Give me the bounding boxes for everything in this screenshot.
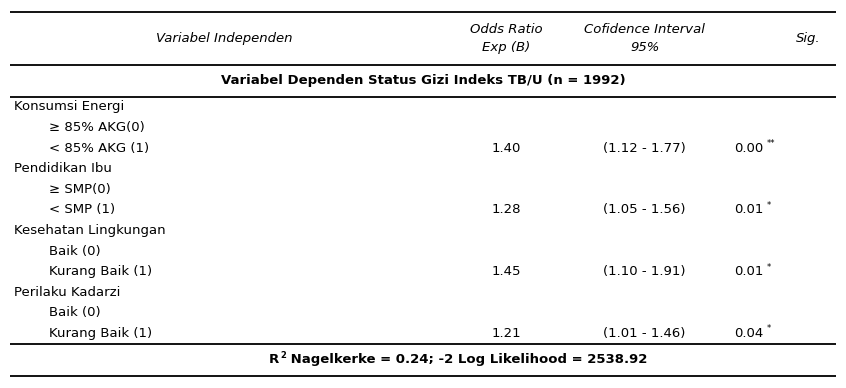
Text: (1.05 - 1.56): (1.05 - 1.56) <box>603 203 686 217</box>
Text: Baik (0): Baik (0) <box>49 307 101 319</box>
Text: Variabel Dependen Status Gizi Indeks TB/U (n = 1992): Variabel Dependen Status Gizi Indeks TB/… <box>221 74 625 87</box>
Text: 2: 2 <box>280 352 286 360</box>
Text: (1.01 - 1.46): (1.01 - 1.46) <box>603 327 686 340</box>
Text: < SMP (1): < SMP (1) <box>49 203 115 217</box>
Text: (1.10 - 1.91): (1.10 - 1.91) <box>603 265 686 278</box>
Text: Konsumsi Energi: Konsumsi Energi <box>14 100 124 113</box>
Text: Cofidence Interval
95%: Cofidence Interval 95% <box>585 23 705 54</box>
Text: 0.01: 0.01 <box>734 203 764 217</box>
Text: Kesehatan Lingkungan: Kesehatan Lingkungan <box>14 224 165 237</box>
Text: Sig.: Sig. <box>795 32 821 45</box>
Text: ≥ SMP(0): ≥ SMP(0) <box>49 183 111 196</box>
Text: Nagelkerke = 0.24; -2 Log Likelihood = 2538.92: Nagelkerke = 0.24; -2 Log Likelihood = 2… <box>286 353 647 366</box>
Text: Variabel Independen: Variabel Independen <box>156 32 293 45</box>
Text: Perilaku Kadarzi: Perilaku Kadarzi <box>14 286 120 299</box>
Text: R: R <box>269 353 279 366</box>
Text: ≥ 85% AKG(0): ≥ 85% AKG(0) <box>49 121 145 134</box>
Text: Odds Ratio
Exp (B): Odds Ratio Exp (B) <box>470 23 542 54</box>
Text: Baik (0): Baik (0) <box>49 244 101 258</box>
Text: *: * <box>766 263 771 272</box>
Text: (1.12 - 1.77): (1.12 - 1.77) <box>603 142 686 154</box>
Text: 0.00: 0.00 <box>734 142 764 154</box>
Text: < 85% AKG (1): < 85% AKG (1) <box>49 142 149 154</box>
Text: *: * <box>766 324 771 333</box>
Text: 1.28: 1.28 <box>492 203 520 217</box>
Text: **: ** <box>766 139 775 148</box>
Text: 1.45: 1.45 <box>492 265 520 278</box>
Text: 0.01: 0.01 <box>734 265 764 278</box>
Text: Kurang Baik (1): Kurang Baik (1) <box>49 265 152 278</box>
Text: 1.21: 1.21 <box>491 327 521 340</box>
Text: 0.04: 0.04 <box>734 327 764 340</box>
Text: *: * <box>766 201 771 210</box>
Text: Pendidikan Ibu: Pendidikan Ibu <box>14 162 112 175</box>
Text: Kurang Baik (1): Kurang Baik (1) <box>49 327 152 340</box>
Text: 1.40: 1.40 <box>492 142 520 154</box>
